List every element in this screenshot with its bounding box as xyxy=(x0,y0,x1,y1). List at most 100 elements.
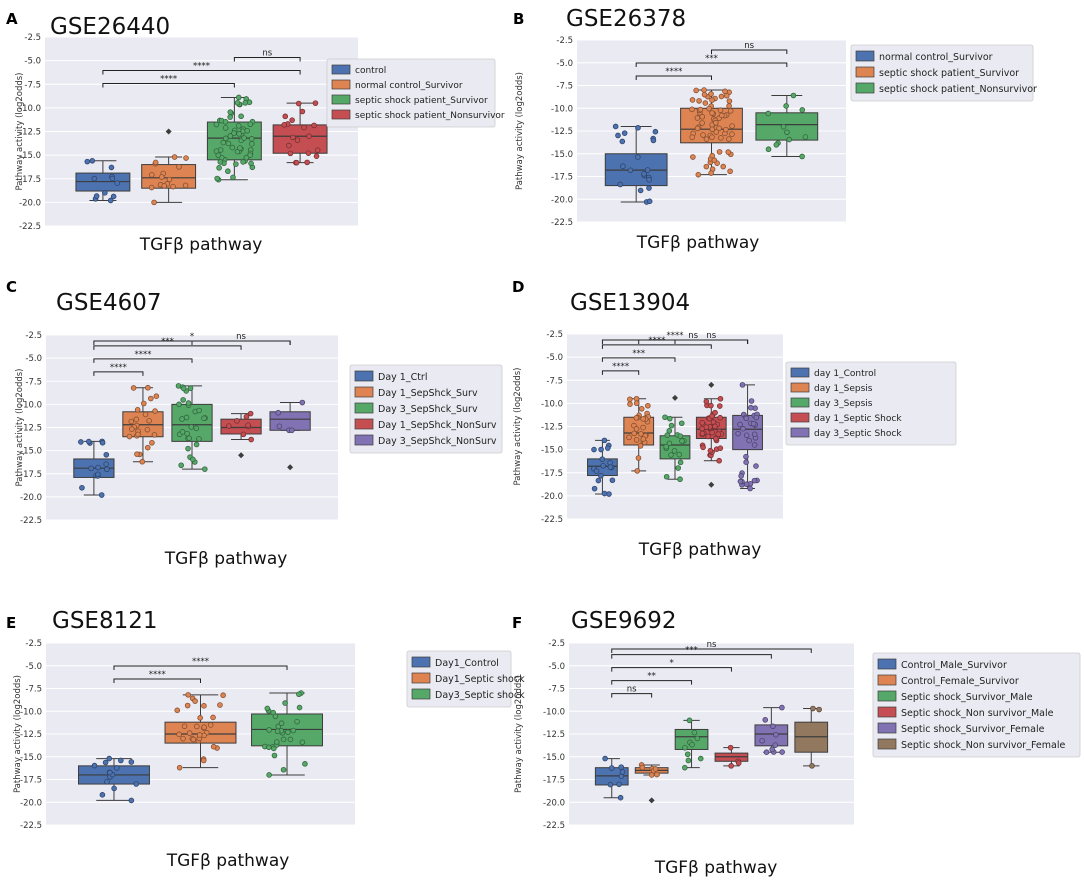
data-point xyxy=(703,424,710,430)
legend-swatch xyxy=(331,64,351,75)
data-point xyxy=(654,771,660,778)
x-axis-label: TGFβ pathway xyxy=(139,235,263,255)
data-point xyxy=(620,163,626,170)
data-point xyxy=(185,445,191,452)
legend-label: normal control_Survivor xyxy=(355,81,463,91)
data-point xyxy=(802,134,809,140)
data-point xyxy=(220,692,226,699)
y-tick-label: -17.5 xyxy=(20,470,42,480)
data-point xyxy=(152,159,159,166)
legend-label: day 3_Sepsis xyxy=(814,399,873,409)
legend-label: septic shock patient_Nonsurvivor xyxy=(879,84,1037,95)
y-tick-label: -22.5 xyxy=(541,515,563,525)
significance-label: ns xyxy=(706,331,716,341)
legend-label: Day1_Control xyxy=(435,658,499,669)
y-tick-label: -15.0 xyxy=(551,150,573,160)
data-point xyxy=(753,463,759,469)
data-point xyxy=(699,113,706,120)
data-point xyxy=(640,424,646,431)
data-point xyxy=(186,730,193,736)
data-point xyxy=(645,402,651,409)
legend-label: normal control_Survivor xyxy=(879,52,993,63)
box-normal-control-survivor xyxy=(141,128,197,206)
y-tick-label: -10.0 xyxy=(551,104,573,114)
y-tick-label: -10.0 xyxy=(19,104,41,114)
data-point xyxy=(606,491,612,497)
data-point xyxy=(627,396,633,403)
y-tick-label: -22.5 xyxy=(19,222,41,232)
legend-label: septic shock patient_Survivor xyxy=(879,68,1019,79)
data-point xyxy=(765,146,772,153)
data-point xyxy=(644,167,651,173)
y-tick-label: -22.5 xyxy=(551,218,573,228)
legend-swatch xyxy=(331,79,351,90)
data-point xyxy=(176,731,182,738)
significance-bracket: * xyxy=(611,659,732,672)
bracket-line xyxy=(611,680,693,685)
bracket-line xyxy=(601,357,676,362)
data-point xyxy=(718,135,724,141)
panel-letter: F xyxy=(512,614,522,632)
data-point xyxy=(725,149,732,155)
legend-swatch xyxy=(855,66,875,78)
significance-bracket: ns xyxy=(674,331,749,344)
data-point xyxy=(718,93,725,100)
data-point xyxy=(717,107,724,114)
y-tick-label: -20.0 xyxy=(20,798,42,808)
box-septic-shock-patient-nonsurvivor xyxy=(272,100,328,166)
data-point xyxy=(171,154,178,160)
bracket-line xyxy=(711,49,788,55)
data-point xyxy=(216,165,222,171)
box-septic-shock-survivor-female xyxy=(754,704,789,755)
data-point xyxy=(185,400,192,406)
data-point xyxy=(609,477,616,484)
data-point xyxy=(276,423,283,430)
data-point xyxy=(111,785,117,792)
y-axis-label: Pathway activity (log2odds) xyxy=(13,675,23,793)
data-point xyxy=(770,723,776,730)
legend: Control_Male_Survivor Control_Female_Surv… xyxy=(872,652,1081,758)
legend-box xyxy=(406,650,512,708)
bracket-line xyxy=(113,665,288,671)
box-day-3-sepshck-nonsurv xyxy=(269,399,311,471)
legend-swatch xyxy=(790,427,810,438)
panel-B: B GSE26378 -2.5 -5.0 -7.5 -10.0 -12.5 -15.0 -17.… xyxy=(513,6,1037,253)
y-tick-label: -2.5 xyxy=(24,33,41,43)
data-point xyxy=(633,415,640,421)
data-point xyxy=(685,757,692,764)
legend-label: Septic shock_Survivor_Male xyxy=(901,692,1033,703)
significance-bracket: ns xyxy=(233,48,301,62)
legend-box xyxy=(349,364,503,454)
data-point xyxy=(600,463,606,469)
data-point xyxy=(780,123,787,130)
box-control-male-survivor xyxy=(594,755,629,801)
data-point xyxy=(700,444,706,451)
data-point xyxy=(176,164,182,170)
legend-label: Septic shock_Non survivor_Male xyxy=(901,708,1054,719)
data-point xyxy=(699,419,706,426)
y-tick-label: -5.0 xyxy=(548,662,565,672)
data-point xyxy=(140,400,147,407)
data-point xyxy=(301,124,307,131)
data-point xyxy=(739,382,746,388)
data-point xyxy=(289,117,295,123)
data-point xyxy=(179,429,186,435)
legend: Day1_Control Day1_Septic shock Day3_Septic… xyxy=(406,650,525,708)
significance-bracket: **** xyxy=(113,657,288,671)
data-point xyxy=(599,456,606,462)
data-point xyxy=(217,702,223,708)
legend-swatch xyxy=(354,386,374,398)
box-septic-shock-survivor-male xyxy=(674,717,709,771)
y-axis-label: Pathway activity (log2odds) xyxy=(514,675,524,793)
data-point xyxy=(234,99,241,106)
data-point xyxy=(716,403,723,409)
data-point xyxy=(713,435,719,442)
data-point xyxy=(290,134,296,141)
y-tick-label: -5.0 xyxy=(556,59,573,69)
data-point xyxy=(170,183,176,190)
significance-label: **** xyxy=(667,331,684,341)
legend-swatch xyxy=(411,672,431,684)
data-point xyxy=(314,147,321,153)
significance-label: **** xyxy=(193,61,210,71)
